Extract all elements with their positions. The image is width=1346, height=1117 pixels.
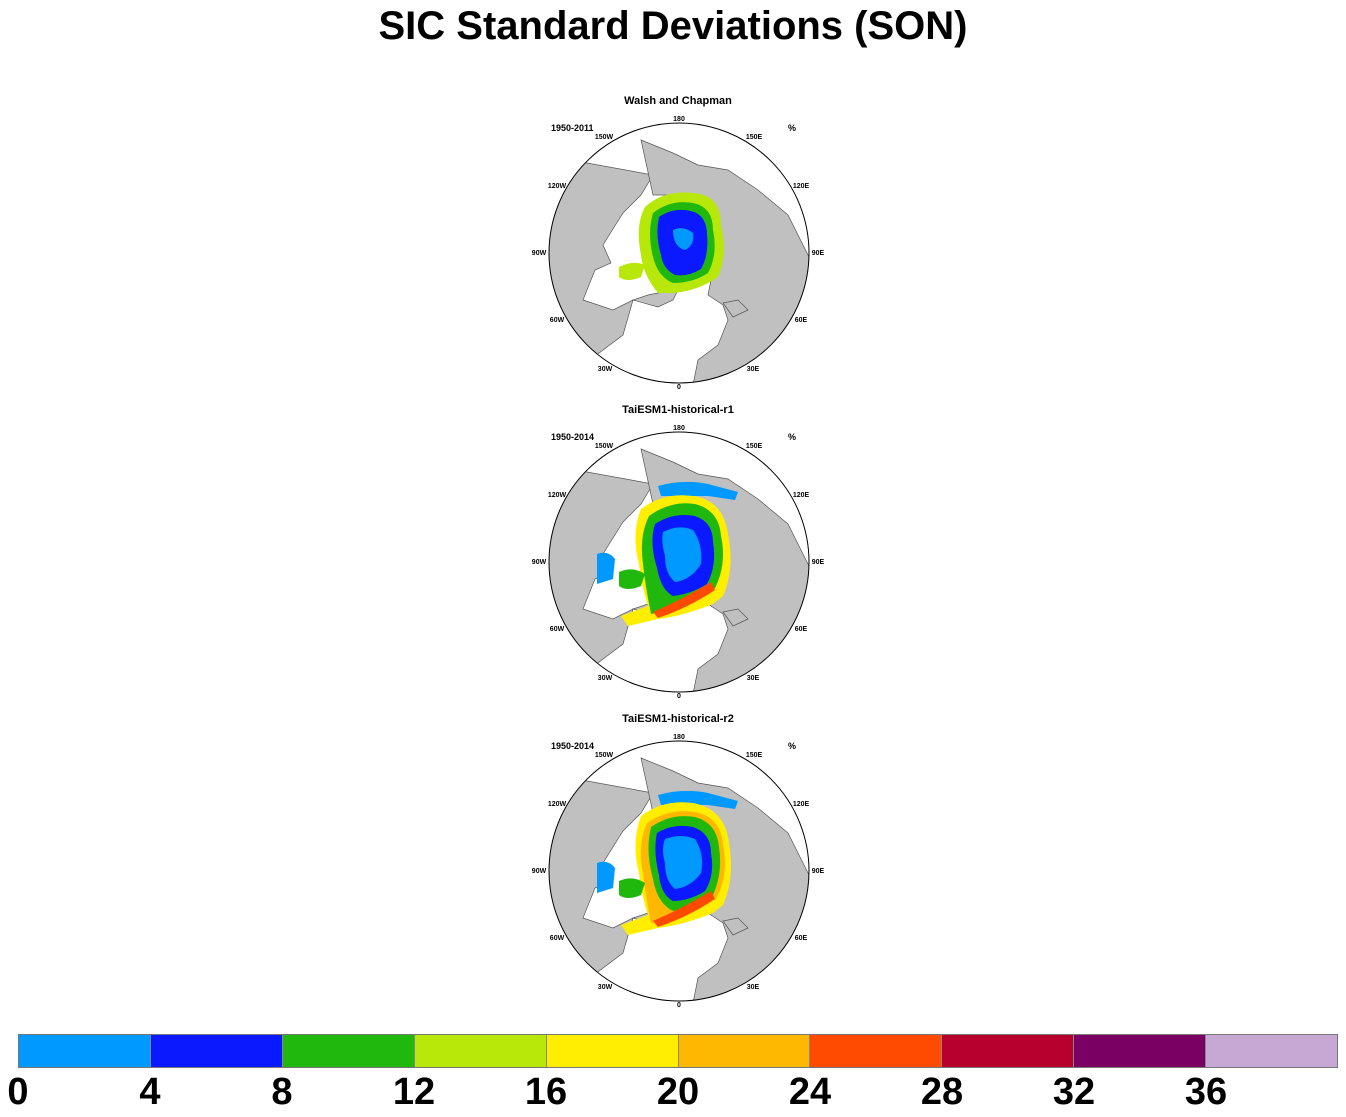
polar-map: 180 150E 120E 90E 60E 30E 0 30W 60W 90W … xyxy=(532,425,825,700)
lon-label-180: 180 xyxy=(673,734,685,741)
colorbar-box xyxy=(942,1035,1075,1067)
page-title: SIC Standard Deviations (SON) xyxy=(378,4,968,48)
colorbar xyxy=(18,1034,1338,1068)
lon-label-150w: 150W xyxy=(595,443,614,450)
map-panel-taiesm1-r1: TaiESM1-historical-r1 1950-2014 % 180 15… xyxy=(523,404,833,704)
panel-units: % xyxy=(788,123,797,133)
lon-label-30w: 30W xyxy=(598,675,613,682)
map-boundary xyxy=(548,740,810,1002)
map-boundary xyxy=(548,122,810,384)
lon-label-90e: 90E xyxy=(812,868,825,875)
colorbar-box xyxy=(1074,1035,1207,1067)
panel-title: TaiESM1-historical-r1 xyxy=(622,404,734,416)
lon-label-120w: 120W xyxy=(548,801,567,808)
lon-label-30e: 30E xyxy=(747,366,760,373)
lon-label-120w: 120W xyxy=(548,183,567,190)
lon-label-0: 0 xyxy=(677,1002,681,1009)
colorbar-label: 16 xyxy=(524,1071,568,1113)
sea-ice-field xyxy=(597,790,738,935)
lon-label-30e: 30E xyxy=(747,984,760,991)
polar-map: 180 150E 120E 90E 60E 30E 0 30W 60W 90W … xyxy=(532,116,825,391)
map-boundary xyxy=(548,431,810,693)
lon-label-90w: 90W xyxy=(532,250,547,257)
lon-label-150w: 150W xyxy=(595,134,614,141)
panel-units: % xyxy=(788,432,797,442)
lon-label-120e: 120E xyxy=(793,801,810,808)
lon-label-120e: 120E xyxy=(793,183,810,190)
colorbar-box xyxy=(678,1035,811,1067)
colorbar-box xyxy=(810,1035,943,1067)
lon-label-120e: 120E xyxy=(793,492,810,499)
panel-period: 1950-2014 xyxy=(551,432,595,442)
map-panel-taiesm1-r2: TaiESM1-historical-r2 1950-2014 % 180 15… xyxy=(523,713,833,1013)
lon-label-180: 180 xyxy=(673,425,685,432)
colorbar-label: 8 xyxy=(271,1071,293,1113)
panel-title: Walsh and Chapman xyxy=(624,95,732,107)
lon-label-90w: 90W xyxy=(532,559,547,566)
panel-units: % xyxy=(788,741,797,751)
map-land xyxy=(549,139,809,383)
colorbar-box xyxy=(414,1035,547,1067)
lon-label-60w: 60W xyxy=(550,317,565,324)
colorbar-box xyxy=(546,1035,679,1067)
sea-ice-field xyxy=(597,481,738,626)
colorbar-label: 28 xyxy=(920,1071,964,1113)
lon-label-30w: 30W xyxy=(598,984,613,991)
lon-label-0: 0 xyxy=(677,693,681,700)
colorbar-label: 36 xyxy=(1184,1071,1228,1113)
lon-label-120w: 120W xyxy=(548,492,567,499)
panel-title: TaiESM1-historical-r2 xyxy=(622,713,734,725)
colorbar-box xyxy=(1206,1035,1338,1067)
lon-label-30w: 30W xyxy=(598,366,613,373)
colorbar-label: 4 xyxy=(139,1071,161,1113)
colorbar-label: 20 xyxy=(656,1071,700,1113)
panel-period: 1950-2014 xyxy=(551,741,595,751)
sea-ice-field xyxy=(619,192,724,293)
lon-label-60e: 60E xyxy=(795,626,808,633)
colorbar-label: 12 xyxy=(392,1071,436,1113)
colorbar-box xyxy=(19,1035,151,1067)
colorbar-box xyxy=(150,1035,283,1067)
lon-label-60w: 60W xyxy=(550,935,565,942)
lon-label-90e: 90E xyxy=(812,559,825,566)
colorbar-box xyxy=(282,1035,415,1067)
lon-label-30e: 30E xyxy=(747,675,760,682)
lon-label-60e: 60E xyxy=(795,317,808,324)
lon-label-150e: 150E xyxy=(746,752,763,759)
lon-label-150w: 150W xyxy=(595,752,614,759)
map-panel-walsh-chapman: Walsh and Chapman 1950-2011 % 180 150E 1… xyxy=(523,95,833,395)
lon-label-60e: 60E xyxy=(795,935,808,942)
lon-label-150e: 150E xyxy=(746,443,763,450)
lon-label-0: 0 xyxy=(677,384,681,391)
lon-label-60w: 60W xyxy=(550,626,565,633)
colorbar-label: 24 xyxy=(788,1071,832,1113)
panel-period: 1950-2011 xyxy=(551,123,594,133)
colorbar-labels: 0 4 8 12 16 20 24 28 32 36 xyxy=(0,1071,1346,1117)
colorbar-label: 0 xyxy=(7,1071,29,1113)
lon-label-90w: 90W xyxy=(532,868,547,875)
colorbar-label: 32 xyxy=(1052,1071,1096,1113)
lon-label-150e: 150E xyxy=(746,134,763,141)
lon-label-90e: 90E xyxy=(812,250,825,257)
lon-label-180: 180 xyxy=(673,116,685,123)
polar-map: 180 150E 120E 90E 60E 30E 0 30W 60W 90W … xyxy=(532,734,825,1009)
